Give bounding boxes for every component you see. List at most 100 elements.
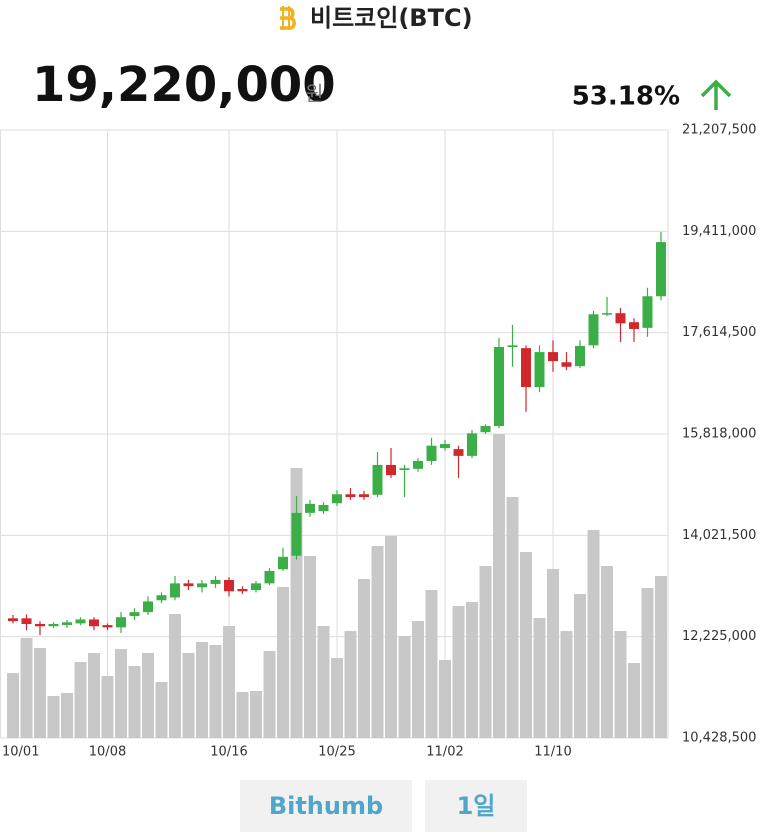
x-tick-label: 10/08: [89, 745, 126, 760]
candle-body: [156, 595, 167, 601]
candle-body: [224, 579, 234, 592]
volume-bar: [115, 649, 127, 738]
candle-body: [615, 313, 626, 324]
volume-bar: [506, 497, 519, 738]
candle-body: [170, 583, 180, 598]
up-arrow: [700, 79, 732, 110]
candle-body: [386, 464, 396, 476]
volume-bar: [425, 590, 438, 738]
candle-body: [548, 352, 558, 362]
volume-bar: [655, 576, 667, 738]
volume-bar: [560, 631, 573, 738]
candle-body: [656, 242, 666, 297]
price: 19,220,000: [32, 57, 336, 113]
candle-body: [359, 494, 369, 498]
change: 53.18%: [572, 82, 680, 112]
volume-bar: [601, 566, 613, 738]
candle-body: [561, 362, 572, 367]
volume-bar: [412, 621, 424, 738]
volume-bar: [209, 645, 222, 738]
volume-bar: [493, 434, 505, 738]
candle-body: [197, 583, 207, 588]
candle-body: [62, 622, 72, 626]
y-tick-label: 12,225,000: [682, 629, 756, 644]
volume-bar: [250, 691, 262, 738]
volume-bar: [155, 682, 168, 738]
candle-body: [413, 460, 423, 469]
candle-body: [143, 601, 153, 613]
button-label[interactable]: 1일: [457, 792, 496, 820]
volume-bar: [641, 588, 654, 738]
candle-body: [21, 618, 32, 624]
candle-body: [629, 322, 639, 329]
button-label[interactable]: Bithumb: [269, 792, 383, 820]
candle-body: [642, 296, 653, 328]
button-bg[interactable]: [425, 780, 527, 832]
currency: 원: [305, 82, 323, 106]
volume-bar: [34, 648, 46, 738]
candle-body: [602, 313, 612, 315]
volume-bar: [547, 569, 559, 738]
y-tick-label: 19,411,000: [682, 224, 756, 239]
period-button[interactable]: 1일: [425, 780, 527, 832]
candle-body: [278, 556, 288, 570]
candle-body: [453, 449, 464, 456]
volume-bar: [398, 636, 411, 738]
candle-body: [116, 617, 126, 628]
volume-bar: [263, 651, 276, 738]
volume-bar: [7, 673, 19, 738]
candle-body: [264, 570, 275, 584]
candle-body: [318, 504, 329, 512]
y-tick-label: 15,818,000: [682, 427, 756, 442]
volume-bar: [371, 546, 384, 738]
candle-body: [440, 444, 450, 448]
plot: 10,428,500 12,225,000 14,021,500 15,818,000…: [0, 123, 756, 760]
candle-body: [35, 623, 45, 627]
volume-bar: [466, 602, 478, 738]
volume-bar: [182, 653, 195, 738]
candle-body: [48, 623, 59, 627]
volume-bar: [142, 653, 154, 738]
volume-bar: [304, 556, 316, 738]
volume-bar: [358, 579, 370, 738]
y-tick-label: 21,207,500: [682, 123, 756, 138]
volume-bar: [74, 662, 87, 738]
candle-body: [237, 589, 248, 592]
candle-body: [102, 625, 113, 628]
candle-body: [305, 503, 315, 513]
candle-body: [575, 345, 585, 367]
candle-body: [332, 494, 342, 504]
volume-bar: [533, 618, 546, 738]
candle-body: [291, 512, 302, 556]
x-tick-label: 10/25: [318, 745, 355, 760]
candle-body: [399, 468, 410, 470]
volume-bar: [223, 626, 235, 738]
volume-bar: [479, 566, 492, 738]
volume-bar: [614, 631, 627, 738]
volume-bar: [452, 606, 465, 738]
x-tick-label: 10/01: [2, 745, 39, 760]
x-tick-label: 11/10: [534, 745, 571, 760]
candle-body: [8, 618, 18, 622]
button-bg[interactable]: [240, 780, 412, 832]
candle-body: [534, 352, 545, 388]
volume-bar: [128, 666, 141, 738]
volume-bar: [344, 631, 357, 738]
title: 비트코인(BTC): [310, 4, 473, 32]
volume-bar: [385, 536, 397, 738]
volume-bar: [439, 660, 451, 738]
candle-body: [89, 619, 99, 627]
candle-body: [494, 347, 504, 426]
candle-body: [210, 579, 221, 584]
candle-body: [129, 612, 140, 617]
volume-bar: [317, 626, 330, 738]
source-button[interactable]: Bithumb: [240, 780, 412, 832]
candle-body: [183, 583, 194, 587]
bitcoin-icon: [280, 6, 296, 30]
x-tick-label: 10/16: [210, 745, 247, 760]
candle-body: [372, 464, 383, 495]
volume-bar: [196, 642, 208, 738]
candle-body: [521, 348, 531, 388]
